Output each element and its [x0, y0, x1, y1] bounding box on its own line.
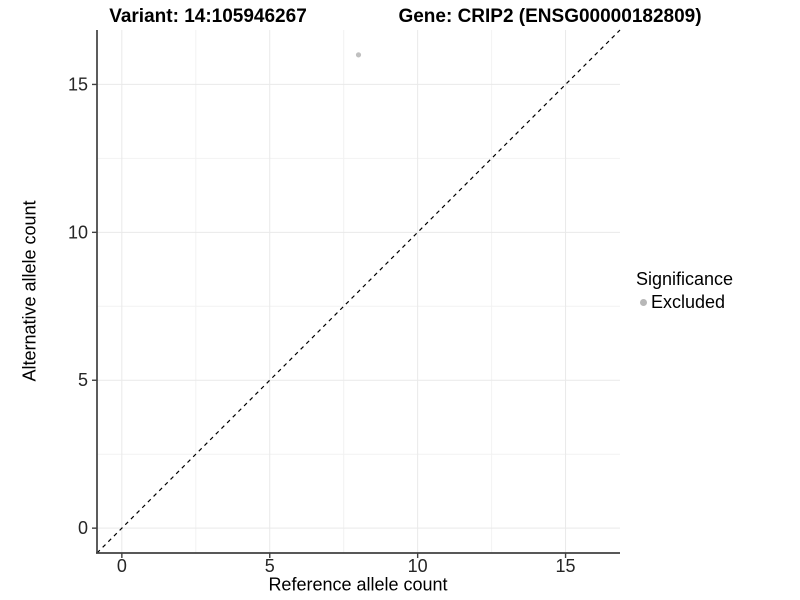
x-tick-label: 0 [117, 556, 127, 576]
y-tick-label: 10 [68, 222, 88, 242]
y-tick-label: 5 [78, 370, 88, 390]
legend-point-icon [640, 298, 647, 306]
x-axis-title: Reference allele count [268, 574, 448, 595]
gene-title: Gene: CRIP2 (ENSG00000182809) [398, 6, 702, 27]
legend-item-excluded: Excluded [636, 292, 733, 312]
x-tick-label: 10 [408, 556, 428, 576]
legend-title: Significance [636, 269, 734, 289]
y-tick-label: 15 [68, 74, 88, 94]
y-axis-title: Alternative allele count [19, 200, 40, 382]
y-tick-label: 0 [78, 518, 88, 538]
legend-item-label: Excluded [651, 292, 726, 312]
variant-title: Variant: 14:105946267 [109, 6, 307, 27]
data-point [355, 52, 362, 58]
legend: Significance Excluded [636, 269, 733, 312]
identity-dashed-line [96, 29, 621, 554]
x-tick-label: 5 [265, 556, 275, 576]
x-tick-label: 15 [556, 556, 576, 576]
